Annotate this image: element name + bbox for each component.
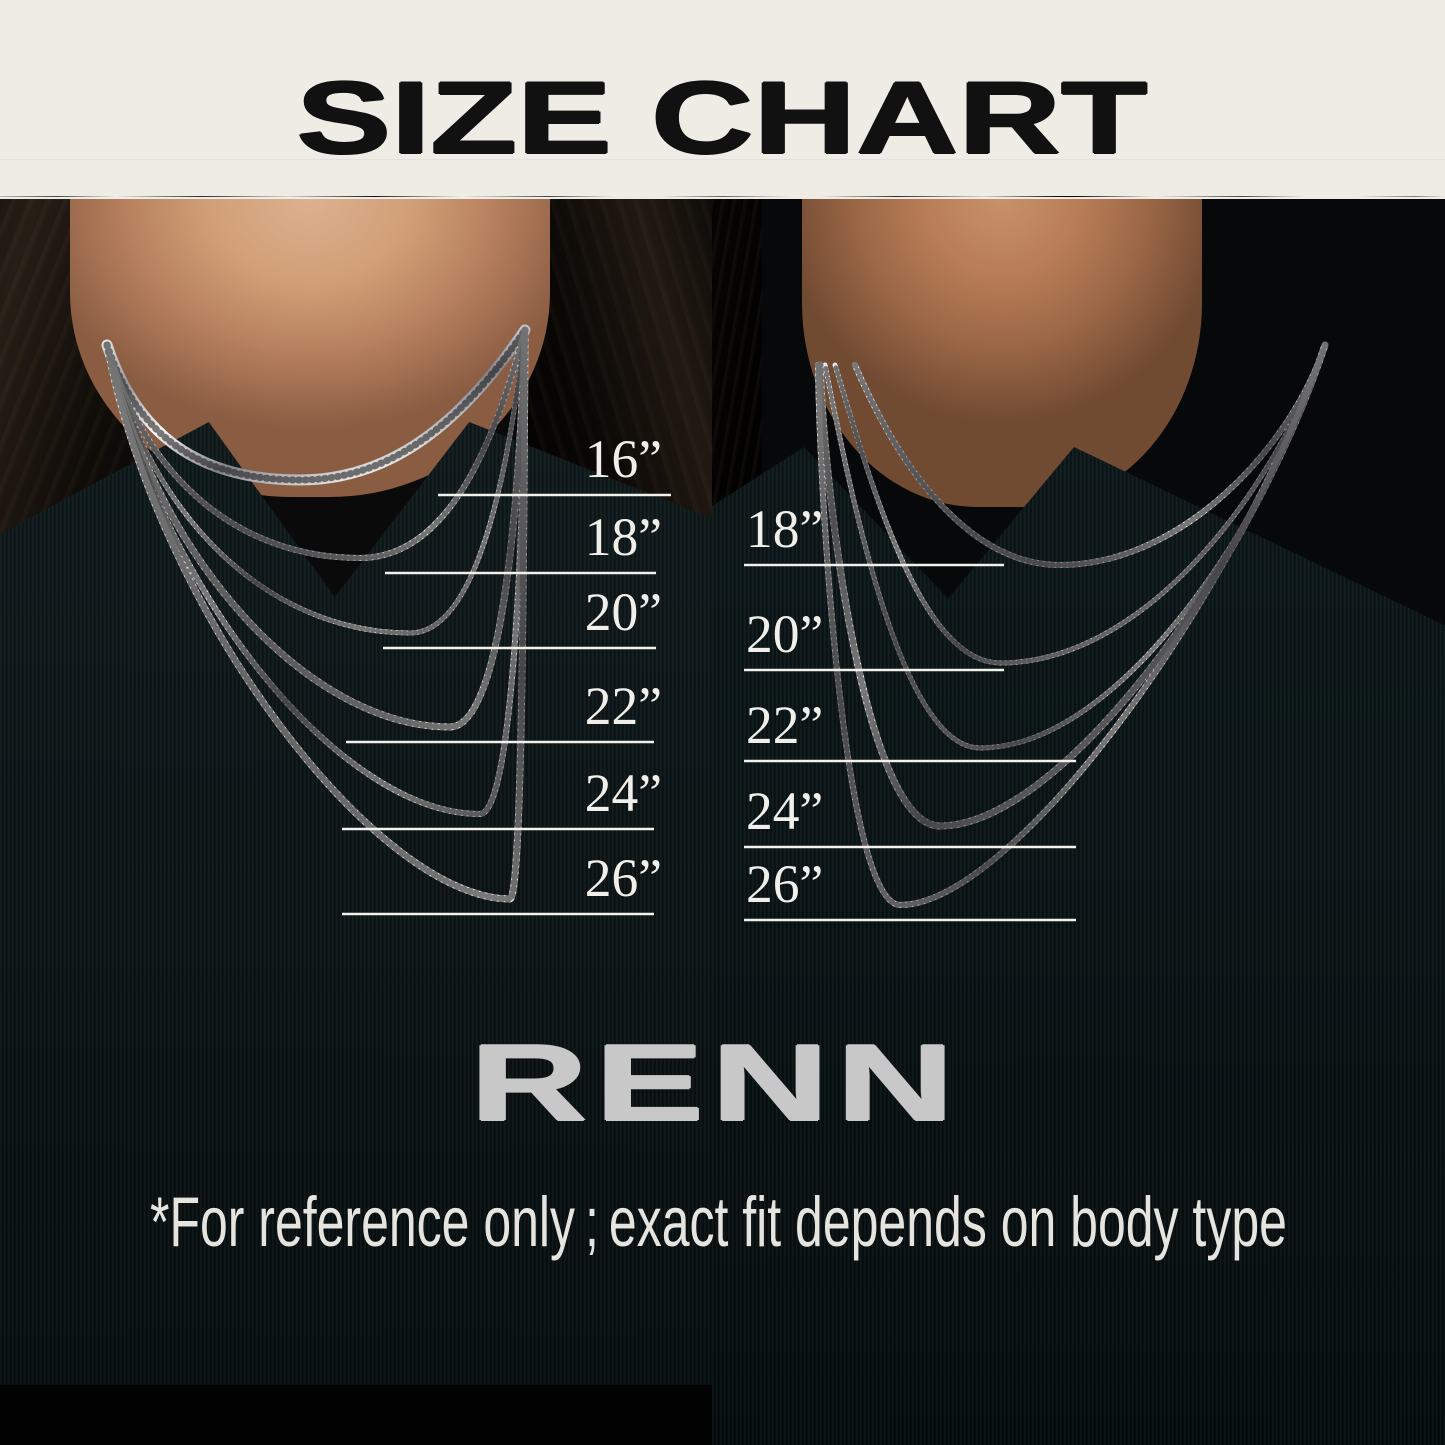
svg-text:18”: 18” (746, 499, 823, 559)
svg-text:24”: 24” (746, 781, 823, 841)
svg-text:22”: 22” (585, 676, 662, 736)
svg-text:20”: 20” (585, 582, 662, 642)
svg-text:16”: 16” (585, 429, 662, 489)
svg-text:26”: 26” (746, 854, 823, 914)
svg-text:18”: 18” (585, 507, 662, 567)
svg-text:20”: 20” (746, 604, 823, 664)
svg-text:26”: 26” (585, 848, 662, 908)
svg-text:22”: 22” (746, 695, 823, 755)
svg-text:24”: 24” (585, 763, 662, 823)
